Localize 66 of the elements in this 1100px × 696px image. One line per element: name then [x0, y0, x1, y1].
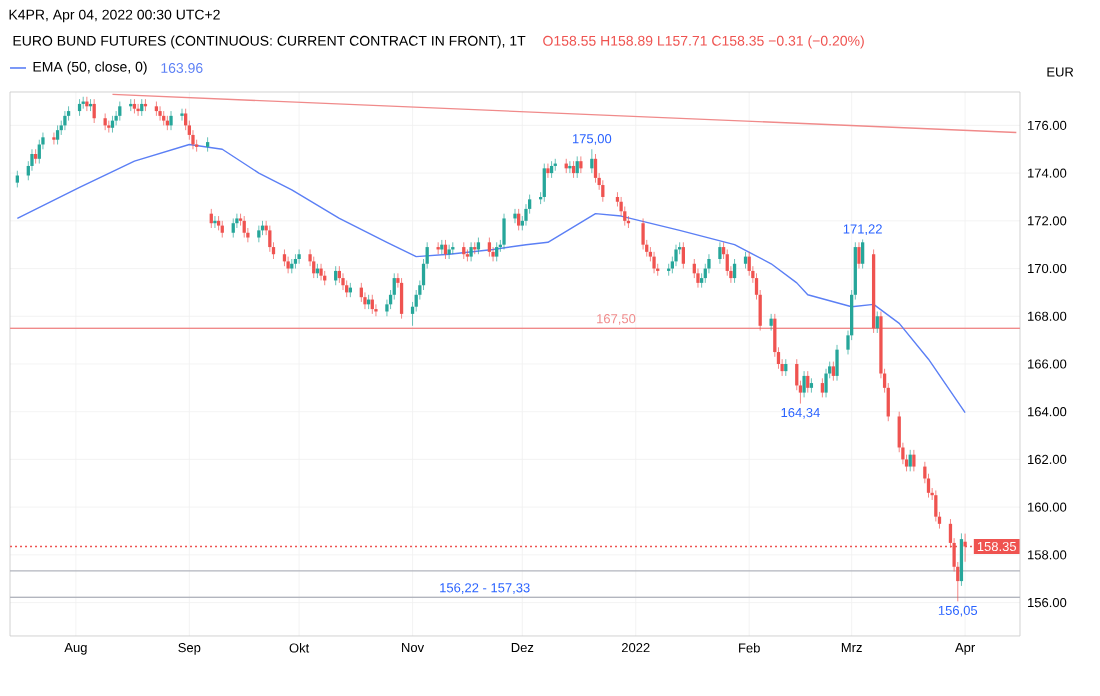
candlestick [293, 253, 298, 269]
candlestick [37, 139, 41, 164]
candlestick [517, 208, 521, 231]
candlestick [341, 272, 345, 291]
candlestick [579, 156, 583, 174]
candlestick [107, 120, 111, 133]
candlestick [487, 237, 492, 257]
candlestick [934, 490, 938, 522]
candlestick [180, 108, 184, 121]
candlestick [495, 241, 499, 262]
candlestick [802, 370, 806, 398]
candlestick [231, 218, 235, 238]
candlestick [213, 215, 217, 229]
candlestick [502, 213, 506, 250]
candlestick [85, 96, 89, 112]
candlestick [568, 160, 572, 174]
candlestick [835, 344, 839, 382]
candlestick [546, 163, 550, 179]
candlestick [136, 103, 140, 117]
candlestick [154, 101, 159, 117]
candlestick [30, 148, 34, 172]
candlestick [912, 449, 916, 472]
candlestick [162, 110, 166, 126]
candlestick [55, 125, 60, 145]
candlestick [674, 244, 678, 267]
candlestick [286, 256, 290, 274]
candlestick [399, 277, 404, 319]
candlestick [268, 225, 272, 253]
candlestick [63, 110, 67, 131]
candlestick [33, 148, 38, 164]
candlestick [824, 368, 828, 398]
candlestick [132, 98, 137, 114]
candlestick [641, 218, 645, 250]
candlestick [681, 241, 685, 269]
candlestick [601, 179, 605, 203]
candlestick [169, 110, 173, 131]
candlestick [542, 163, 546, 203]
candlestick [809, 377, 814, 393]
candlestick [242, 215, 246, 238]
candlestick [290, 258, 294, 274]
candlestick [524, 203, 528, 226]
candlestick [205, 136, 210, 152]
candlestick [118, 101, 122, 121]
candlestick [860, 239, 865, 269]
candlestick [806, 370, 810, 393]
candlestick [875, 311, 879, 334]
candlestick [652, 251, 656, 274]
candlestick [374, 303, 378, 317]
candlestick [513, 208, 517, 224]
candlestick [216, 215, 221, 231]
candlestick [699, 272, 704, 288]
candlestick [465, 249, 470, 262]
candlestick [52, 132, 56, 145]
candlestick [312, 256, 316, 279]
candlestick [191, 129, 195, 150]
candlestick [593, 153, 598, 183]
candlestick [491, 246, 495, 262]
candlestick [257, 225, 261, 243]
candlestick [447, 244, 451, 260]
candlestick [820, 377, 825, 398]
candlestick [158, 105, 162, 121]
candlestick [297, 249, 301, 265]
candlestick [319, 263, 323, 281]
candlestick [114, 110, 118, 126]
candlestick [469, 241, 473, 262]
candlestick [725, 249, 729, 277]
